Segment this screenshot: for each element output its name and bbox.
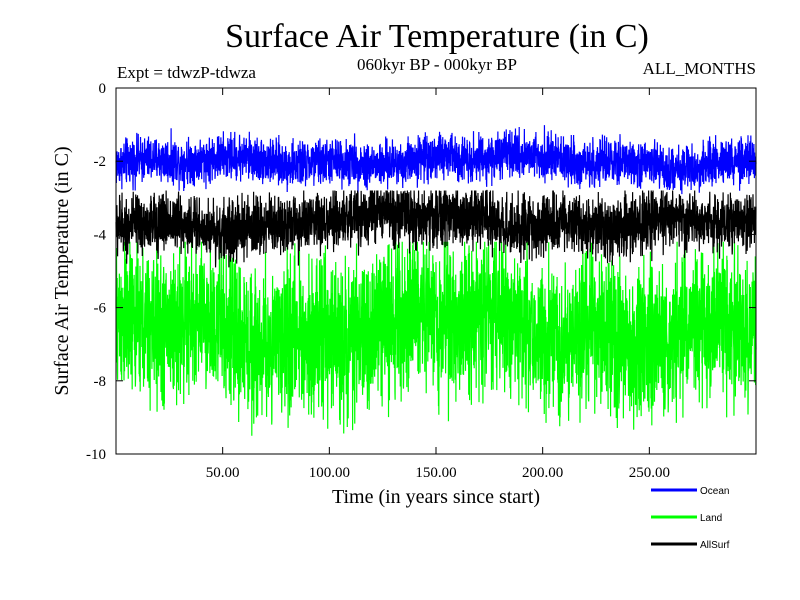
y-tick-label: -6 bbox=[94, 301, 107, 317]
chart-subtitle: 060kyr BP - 000kyr BP bbox=[357, 55, 517, 74]
y-tick-label: -10 bbox=[86, 447, 106, 463]
y-tick-label: 0 bbox=[99, 81, 107, 97]
y-tick-label: -2 bbox=[94, 154, 107, 170]
x-tick-label: 150.00 bbox=[415, 465, 456, 481]
chart-title: Surface Air Temperature (in C) bbox=[225, 18, 649, 55]
series-line-ocean bbox=[115, 125, 757, 195]
y-tick-label: -8 bbox=[94, 374, 107, 390]
x-axis-label: Time (in years since start) bbox=[332, 486, 540, 508]
experiment-label: Expt = tdwzP-tdwza bbox=[117, 63, 256, 82]
legend-label-land: Land bbox=[700, 513, 722, 524]
x-tick-label: 200.00 bbox=[522, 465, 563, 481]
series-line-land bbox=[115, 241, 757, 436]
y-tick-label: -4 bbox=[94, 227, 107, 243]
x-tick-label: 100.00 bbox=[309, 465, 350, 481]
y-axis-label: Surface Air Temperature (in C) bbox=[51, 146, 73, 395]
legend: Ocean Land AllSurf bbox=[651, 486, 730, 551]
legend-label-ocean: Ocean bbox=[700, 486, 729, 497]
legend-label-allsurf: AllSurf bbox=[700, 540, 730, 551]
x-tick-label: 250.00 bbox=[629, 465, 670, 481]
x-tick-label: 50.00 bbox=[206, 465, 240, 481]
series-line-allsurf bbox=[115, 189, 757, 268]
series-layer bbox=[115, 125, 757, 436]
axis-layer: 50.00 100.00 150.00 200.00 250.00 0 -2 -4 -6 -8 -1… bbox=[86, 81, 756, 481]
months-label: ALL_MONTHS bbox=[643, 59, 756, 78]
